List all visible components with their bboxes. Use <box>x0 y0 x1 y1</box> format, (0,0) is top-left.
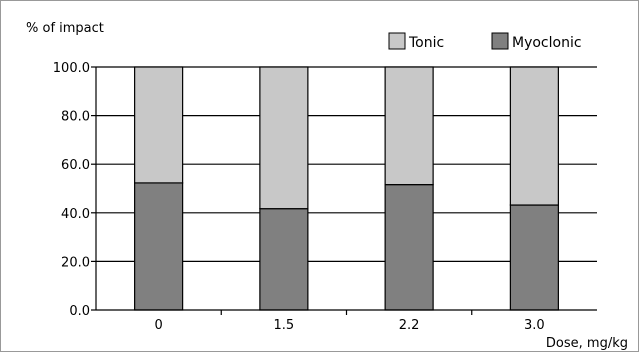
x-tick-label: 2.2 <box>399 318 420 333</box>
x-axis-title: Dose, mg/kg <box>546 336 628 351</box>
legend-swatch-tonic <box>388 32 406 50</box>
legend: Tonic Myoclonic <box>388 32 582 51</box>
x-tick-labels: 0 1.5 2.2 3.0 <box>154 310 545 333</box>
y-axis-title: % of impact <box>26 21 104 36</box>
x-tick-label: 3.0 <box>524 318 545 333</box>
legend-label-tonic: Tonic <box>408 35 444 51</box>
bar-myoclonic-0 <box>134 182 184 311</box>
x-tick-label: 0 <box>154 318 162 333</box>
bar-myoclonic-1.5 <box>259 208 309 311</box>
y-tick-label: 60.0 <box>61 158 90 173</box>
y-tick-label: 100.0 <box>53 61 90 76</box>
bar-tonic-2.2 <box>384 66 434 186</box>
y-tick-label: 80.0 <box>61 110 90 125</box>
y-tick-label: 40.0 <box>61 207 90 222</box>
y-tick-labels: 0.0 20.0 40.0 60.0 80.0 100.0 <box>53 61 96 319</box>
y-tick-label: 0.0 <box>69 304 90 319</box>
legend-label-myoclonic: Myoclonic <box>512 35 582 51</box>
bar-tonic-1.5 <box>259 66 309 210</box>
bar-myoclonic-3.0 <box>509 204 559 311</box>
bar-myoclonic-2.2 <box>384 184 434 311</box>
bar-tonic-3.0 <box>509 66 559 206</box>
legend-swatch-myoclonic <box>491 32 509 50</box>
y-tick-label: 20.0 <box>61 255 90 270</box>
x-tick-label: 1.5 <box>274 318 295 333</box>
bar-tonic-0 <box>134 66 184 184</box>
